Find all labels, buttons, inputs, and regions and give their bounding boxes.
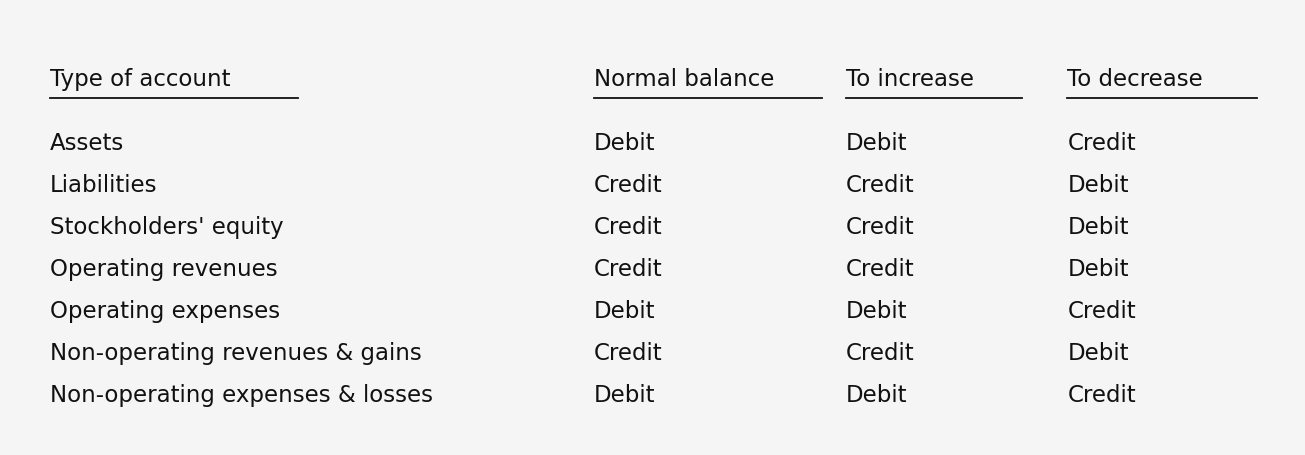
- Text: Normal balance: Normal balance: [594, 68, 774, 91]
- Text: Non-operating revenues & gains: Non-operating revenues & gains: [50, 341, 422, 364]
- Text: Liabilities: Liabilities: [50, 174, 157, 197]
- Text: Credit: Credit: [594, 258, 663, 280]
- Text: Debit: Debit: [594, 383, 655, 406]
- Text: Debit: Debit: [846, 383, 907, 406]
- Text: Non-operating expenses & losses: Non-operating expenses & losses: [50, 383, 432, 406]
- Text: Operating revenues: Operating revenues: [50, 258, 277, 280]
- Text: Credit: Credit: [846, 216, 915, 238]
- Text: Stockholders' equity: Stockholders' equity: [50, 216, 283, 238]
- Text: To increase: To increase: [846, 68, 974, 91]
- Text: Type of account: Type of account: [50, 68, 230, 91]
- Text: Debit: Debit: [594, 299, 655, 322]
- Text: Operating expenses: Operating expenses: [50, 299, 279, 322]
- Text: Debit: Debit: [846, 132, 907, 155]
- Text: Credit: Credit: [1067, 132, 1137, 155]
- Text: Credit: Credit: [1067, 299, 1137, 322]
- Text: Debit: Debit: [1067, 216, 1129, 238]
- Text: Credit: Credit: [594, 216, 663, 238]
- Text: Credit: Credit: [846, 258, 915, 280]
- Text: Credit: Credit: [594, 341, 663, 364]
- Text: Debit: Debit: [1067, 174, 1129, 197]
- Text: To decrease: To decrease: [1067, 68, 1203, 91]
- Text: Credit: Credit: [846, 174, 915, 197]
- Text: Debit: Debit: [594, 132, 655, 155]
- Text: Assets: Assets: [50, 132, 124, 155]
- Text: Debit: Debit: [846, 299, 907, 322]
- Text: Credit: Credit: [1067, 383, 1137, 406]
- Text: Debit: Debit: [1067, 258, 1129, 280]
- Text: Credit: Credit: [846, 341, 915, 364]
- Text: Credit: Credit: [594, 174, 663, 197]
- Text: Debit: Debit: [1067, 341, 1129, 364]
